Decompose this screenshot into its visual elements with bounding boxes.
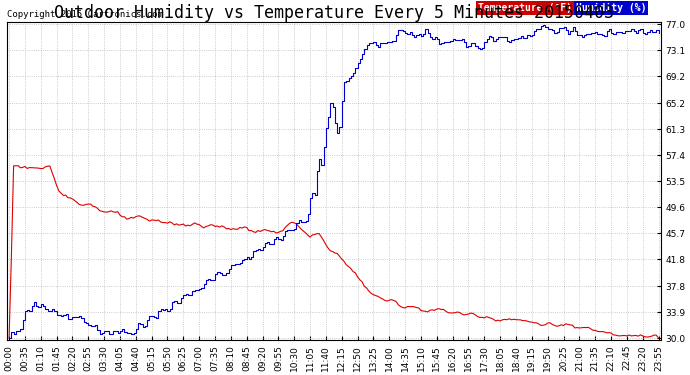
- Text: Temperature (°F): Temperature (°F): [477, 3, 572, 13]
- Text: Copyright 2015 Cartronics.com: Copyright 2015 Cartronics.com: [8, 10, 164, 19]
- Title: Outdoor Humidity vs Temperature Every 5 Minutes 20150403: Outdoor Humidity vs Temperature Every 5 …: [54, 4, 614, 22]
- Text: Humidity (%): Humidity (%): [576, 3, 647, 13]
